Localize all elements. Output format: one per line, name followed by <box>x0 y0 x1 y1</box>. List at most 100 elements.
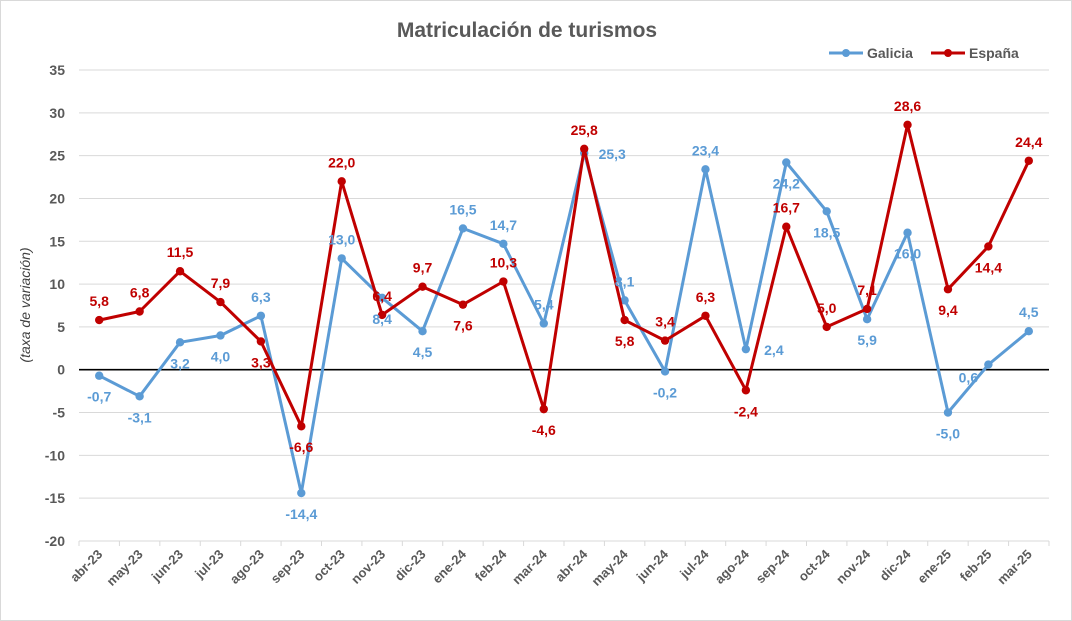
data-point-espana <box>782 222 791 231</box>
data-point-galicia <box>256 311 266 320</box>
data-point-galicia <box>1024 326 1033 336</box>
data-label-galicia: 25,3 <box>599 146 626 162</box>
data-label-galicia: -3,1 <box>128 409 152 425</box>
data-label-espana: 7,9 <box>211 275 231 291</box>
data-point-espana <box>95 315 104 325</box>
legend-label-espana: España <box>969 45 1019 61</box>
x-tick-label: ago-24 <box>712 546 753 587</box>
data-point-galicia <box>458 224 468 233</box>
x-tick-label: ene-25 <box>914 547 954 587</box>
legend: Galicia España <box>829 45 1019 61</box>
data-point-galicia <box>175 338 185 347</box>
data-point-espana <box>418 282 427 291</box>
data-label-galicia: 4,5 <box>1019 304 1039 320</box>
y-tick-label: -15 <box>45 490 65 506</box>
data-label-espana: 7,1 <box>857 282 877 298</box>
data-label-galicia: 16,0 <box>894 246 921 262</box>
data-label-espana: -4,6 <box>532 422 556 438</box>
data-point-espana <box>580 144 589 153</box>
data-label-galicia: 13,0 <box>328 231 355 247</box>
series-layer <box>95 120 1033 498</box>
data-label-espana: 5,8 <box>615 333 635 349</box>
y-tick-label: 0 <box>57 362 65 378</box>
data-point-espana <box>377 310 387 320</box>
data-point-espana <box>620 315 629 325</box>
y-tick-label: -10 <box>45 447 65 463</box>
data-point-espana <box>175 267 185 276</box>
data-point-galicia <box>782 158 791 167</box>
data-point-espana <box>701 311 710 320</box>
data-label-espana: 7,6 <box>453 318 473 334</box>
data-label-galicia: 24,2 <box>773 175 800 191</box>
data-point-espana <box>862 304 872 314</box>
chart-title: Matriculación de turismos <box>397 19 657 42</box>
data-point-galicia <box>95 371 104 380</box>
y-tick-label: 5 <box>57 319 65 335</box>
series-line-espana <box>98 123 1031 428</box>
data-label-espana: 28,6 <box>894 98 921 114</box>
data-label-espana: 16,7 <box>773 200 800 216</box>
data-label-espana: 5,8 <box>89 293 109 309</box>
data-label-galicia: 5,9 <box>857 332 877 348</box>
x-tick-label: may-24 <box>588 546 631 589</box>
data-point-espana <box>458 300 468 309</box>
y-tick-label: 35 <box>49 62 65 78</box>
data-label-espana: -2,4 <box>734 403 758 419</box>
x-tick-label: mar-25 <box>994 547 1035 588</box>
x-tick-label: oct-24 <box>795 546 833 584</box>
data-label-galicia: -0,7 <box>87 389 111 405</box>
legend-label-galicia: Galicia <box>867 45 913 61</box>
y-axis-ticks: 35 30 25 20 15 10 5 0 -5 -10 -15 -20 <box>45 62 65 549</box>
data-point-espana <box>216 297 225 307</box>
data-label-espana: 5,0 <box>817 300 837 316</box>
data-point-galicia <box>135 392 144 401</box>
data-label-galicia: 8,1 <box>615 273 635 289</box>
y-tick-label: 30 <box>49 105 65 121</box>
data-label-espana: 9,7 <box>413 260 433 276</box>
data-label-galicia: 6,3 <box>251 289 271 305</box>
data-point-espana <box>499 277 508 286</box>
series-line-galicia <box>98 151 1030 495</box>
data-point-espana <box>984 242 993 251</box>
data-point-galicia <box>862 315 872 324</box>
x-tick-label: sep-23 <box>268 547 308 587</box>
x-tick-label: feb-25 <box>957 547 995 585</box>
x-tick-label: mar-24 <box>509 546 550 587</box>
data-label-galicia: -14,4 <box>285 506 317 522</box>
data-label-espana: 25,8 <box>571 122 598 138</box>
data-label-espana: 3,4 <box>655 314 675 330</box>
data-label-galicia: 4,5 <box>413 344 433 360</box>
data-label-espana: 3,3 <box>251 354 271 370</box>
x-tick-label: may-23 <box>103 547 145 589</box>
data-label-galicia: 23,4 <box>692 142 719 158</box>
data-point-espana <box>1024 156 1033 165</box>
data-label-espana: -6,6 <box>289 439 313 455</box>
data-label-galicia: 4,0 <box>211 348 231 364</box>
data-label-galicia: 14,7 <box>490 217 517 233</box>
x-tick-label: abr-23 <box>67 547 105 585</box>
x-tick-label: sep-24 <box>753 546 793 586</box>
data-label-galicia: 16,5 <box>449 201 476 217</box>
data-label-galicia: -0,2 <box>653 384 677 400</box>
data-label-galicia: -5,0 <box>936 426 960 442</box>
data-label-espana: 24,4 <box>1015 134 1042 150</box>
data-label-galicia: 3,2 <box>170 355 190 371</box>
x-tick-label: dic-24 <box>876 546 914 584</box>
data-point-galicia <box>377 293 387 302</box>
data-point-galicia <box>539 319 548 328</box>
x-tick-label: oct-23 <box>310 547 348 585</box>
data-label-espana: 9,4 <box>938 302 958 318</box>
x-tick-label: ago-23 <box>227 547 267 587</box>
data-label-espana: 11,5 <box>167 244 194 260</box>
data-point-galicia <box>903 228 912 237</box>
data-point-espana <box>822 322 831 332</box>
data-point-galicia <box>701 165 710 174</box>
x-tick-label: dic-23 <box>391 547 428 584</box>
data-point-galicia <box>984 360 993 369</box>
x-tick-label: jun-23 <box>148 547 186 585</box>
data-label-galicia: 5,4 <box>534 296 554 312</box>
data-point-galicia <box>660 367 670 376</box>
y-tick-label: -20 <box>45 533 65 549</box>
data-label-espana: 14,4 <box>975 259 1002 275</box>
